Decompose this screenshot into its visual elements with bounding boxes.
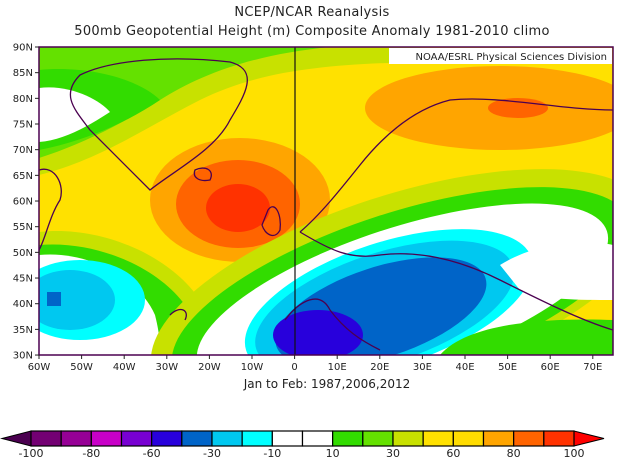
colorbar-label: 100: [564, 447, 585, 460]
lat-label: 60N: [13, 197, 33, 208]
lon-label: 20W: [198, 362, 221, 373]
colorbar-label: -30: [203, 447, 221, 460]
lat-label: 70N: [13, 145, 33, 156]
lon-label: 70E: [583, 362, 602, 373]
lon-label: 60W: [28, 362, 51, 373]
lon-label: 60E: [541, 362, 560, 373]
colorbar-swatch: [422, 430, 454, 447]
colorbar-swatch: [30, 430, 62, 447]
colorbar-label: 30: [386, 447, 400, 460]
lat-label: 65N: [13, 171, 33, 182]
lat-label: 30N: [13, 351, 33, 362]
lon-label: 20E: [370, 362, 389, 373]
colorbar-label: 60: [446, 447, 460, 460]
lat-label: 90N: [13, 43, 33, 54]
map-subtitle: 500mb Geopotential Height (m) Composite …: [74, 24, 550, 39]
colorbar-swatch: [271, 430, 304, 447]
latitude-axis: 90N 85N 80N 75N 70N 65N 60N 55N 50N 45N 40N 35N 30N: [13, 43, 39, 362]
lon-label: 0: [291, 362, 297, 373]
colorbar-swatch: [332, 430, 364, 447]
colorbar-swatch: [301, 430, 334, 447]
colorbar-swatch: [120, 430, 153, 447]
colorbar-swatch: [60, 430, 92, 447]
anomaly-field: [39, 47, 613, 355]
colorbar-swatch: [513, 430, 545, 447]
lon-label: 40W: [113, 362, 136, 373]
lon-label: 30E: [413, 362, 432, 373]
lon-label: 50W: [70, 362, 93, 373]
colorbar-label: -100: [19, 447, 44, 460]
lon-label: 10E: [328, 362, 347, 373]
colorbar-swatch: [211, 430, 243, 447]
colorbar-label: -10: [263, 447, 281, 460]
longitude-axis: 60W 50W 40W 30W 20W 10W 0 10E 20E 30E 40E 50E 60E 70E: [28, 355, 602, 373]
lon-label: 10W: [241, 362, 264, 373]
colorbar-high-arrow: [573, 430, 605, 447]
lat-label: 50N: [13, 248, 33, 259]
lat-label: 35N: [13, 325, 33, 336]
lat-label: 55N: [13, 222, 33, 233]
lat-label: 45N: [13, 274, 33, 285]
colorbar: -100 -80 -60 -30 -10 10 30 60 80 100: [0, 430, 605, 460]
colorbar-swatch: [362, 430, 394, 447]
lat-label: 75N: [13, 120, 33, 131]
credit-box: [389, 48, 612, 64]
coastlines: [39, 58, 613, 351]
colorbar-swatch: [181, 430, 213, 447]
colorbar-label: -60: [143, 447, 161, 460]
colorbar-swatch: [151, 430, 183, 447]
lon-label: 30W: [155, 362, 178, 373]
colorbar-swatch: [392, 430, 424, 447]
lat-label: 40N: [13, 299, 33, 310]
credit-label: NOAA/ESRL Physical Sciences Division: [416, 52, 608, 63]
colorbar-swatch: [90, 430, 123, 447]
colorbar-low-arrow: [0, 430, 32, 447]
lon-label: 40E: [455, 362, 474, 373]
colorbar-label: -80: [82, 447, 100, 460]
colorbar-swatch: [241, 430, 273, 447]
colorbar-swatch: [482, 430, 515, 447]
colorbar-swatch: [543, 430, 575, 447]
lat-label: 80N: [13, 94, 33, 105]
period-label: Jan to Feb: 1987,2006,2012: [243, 377, 411, 391]
lat-label: 85N: [13, 68, 33, 79]
lon-label: 50E: [498, 362, 517, 373]
map-title: NCEP/NCAR Reanalysis: [234, 5, 390, 20]
colorbar-label: 10: [326, 447, 340, 460]
colorbar-label: 80: [507, 447, 521, 460]
colorbar-swatch: [452, 430, 485, 447]
